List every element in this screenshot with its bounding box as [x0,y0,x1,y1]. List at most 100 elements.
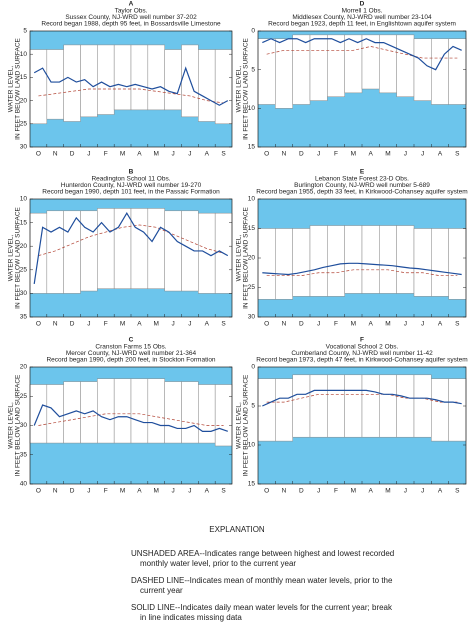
y-tick-label: 20 [20,364,28,371]
x-tick-label: A [368,151,373,158]
x-tick-label: A [368,488,373,495]
x-tick-label: S [455,321,460,328]
x-tick-label: D [299,151,304,158]
range-box [97,378,115,444]
range-box [431,38,449,105]
daily-line [262,389,462,407]
plot-frame [29,30,233,148]
x-tick-label: J [87,321,90,328]
x-tick-label: A [368,321,373,328]
x-tick-label: F [104,488,108,495]
x-tick-label: N [282,151,287,158]
range-box [448,228,467,300]
mean-line [38,224,224,256]
x-tick-label: N [53,321,58,328]
range-box [63,44,81,122]
range-box [327,374,345,438]
range-box [413,38,432,101]
range-box [164,49,182,111]
y-axis-label: WATER LEVEL, [236,66,243,113]
x-tick-label: M [154,151,159,158]
x-tick-label: F [104,151,108,158]
x-tick-label: S [221,488,226,495]
y-tick-label: 10 [20,51,28,58]
panel-subtitle: Hunterdon County, NJ-WRD well number 19-… [61,182,202,189]
range-box [147,208,165,289]
explanation-title: EXPLANATION [209,525,265,534]
y-axis-label: IN FEET BELOW LAND SURFACE [15,374,22,476]
panel-subtitle: Middlesex County, NJ-WRD well number 23-… [292,14,432,21]
range-box [396,374,415,438]
range-box [257,38,276,105]
x-tick-label: D [70,321,75,328]
panel-subtitle: Readington School 11 Obs. [91,176,170,183]
mean-line [266,46,458,59]
panel-subtitle: Cranston Farms 15 Obs. [95,344,166,351]
x-tick-label: F [334,321,338,328]
range-box [413,228,432,297]
range-box [198,49,216,122]
panel-letter: B [129,169,134,176]
y-tick-label: 10 [20,196,28,203]
range-box [379,34,397,94]
y-tick-label: 15 [248,481,256,488]
x-tick-label: F [334,151,338,158]
x-tick-label: S [221,321,226,328]
range-box [46,210,64,294]
y-axis-label: WATER LEVEL, [236,235,243,282]
x-tick-label: D [299,488,304,495]
x-tick-label: S [455,151,460,158]
range-box [413,374,432,438]
x-tick-label: A [137,321,142,328]
plot-frame [257,366,467,485]
x-tick-label: J [404,151,407,158]
mean-line [266,393,458,403]
x-tick-label: A [137,488,142,495]
y-tick-label: 25 [20,121,28,128]
mean-line [266,269,458,277]
range-box [292,228,311,297]
x-tick-label: N [282,321,287,328]
range-box [396,34,415,97]
x-tick-label: M [154,488,159,495]
panel-subtitle: Sussex County, NJ-WRD well number 37-202 [65,14,197,21]
x-tick-label: N [53,151,58,158]
y-axis-label: IN FEET BELOW LAND SURFACE [15,206,22,308]
x-tick-label: O [264,488,269,495]
y-tick-label: 25 [20,393,28,400]
x-tick-label: M [351,321,356,328]
x-tick-label: A [205,488,210,495]
range-box [97,208,115,289]
y-tick-label: 40 [20,481,28,488]
x-tick-label: J [171,321,174,328]
x-tick-label: N [282,488,287,495]
x-tick-label: O [264,321,269,328]
panel-subtitle: Burlington County, NJ-WRD well number 5-… [294,182,430,189]
range-box [292,34,311,105]
panel-subtitle: Taylor Obs. [115,8,148,15]
x-tick-label: J [421,321,424,328]
y-tick-label: 15 [20,74,28,81]
range-box [275,228,293,300]
panel-letter: F [360,337,364,344]
panel-subtitle: Vocational School 2 Obs. [326,344,399,351]
panel-letter: A [129,1,134,8]
explanation-text: DASHED LINE--Indicates mean of monthly m… [131,576,393,585]
y-tick-label: 35 [20,451,28,458]
x-tick-label: A [205,151,210,158]
range-box [309,374,328,438]
x-tick-label: J [421,151,424,158]
daily-line [262,262,462,276]
y-tick-label: 20 [248,255,256,262]
range-box [164,381,182,444]
panel-subtitle: Record began 1955, depth 33 feet, in Kir… [256,189,467,196]
x-tick-label: M [120,151,125,158]
plot-frame [29,198,233,318]
y-tick-label: 10 [248,196,256,203]
y-tick-label: 30 [248,314,256,321]
y-axis-label: WATER LEVEL, [8,235,15,282]
x-tick-label: M [120,321,125,328]
range-box [361,374,380,438]
range-box [275,378,293,442]
x-tick-label: D [70,488,75,495]
